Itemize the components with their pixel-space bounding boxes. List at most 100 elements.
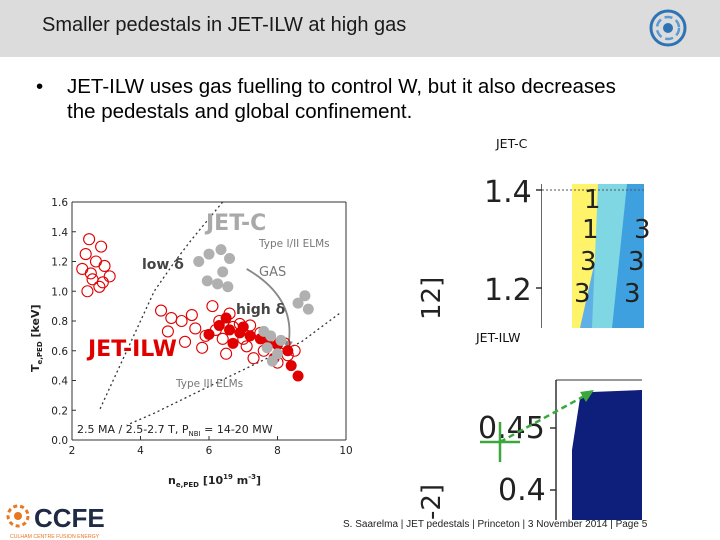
annotation-type12: Type I/II ELMs: [258, 238, 330, 250]
jet-ilw-open-point: [89, 255, 103, 268]
top-contour-3d: 3: [628, 247, 645, 277]
jet-ilw-open-point: [175, 314, 188, 328]
conditions-main: 2.5 MA / 2.5-2.7 T, P: [77, 423, 189, 436]
jet-ilw-open-point: [95, 240, 108, 253]
x-tick-label: 4: [137, 445, 144, 457]
top-tick-1-2: 1.2: [484, 273, 532, 308]
jet-c-point: [292, 297, 304, 309]
ylabel-sub: e,PED: [36, 341, 44, 364]
jet-ilw-filled-point: [282, 345, 294, 357]
bottom-axis-label: -2]: [417, 484, 447, 520]
jet-ilw-filled-point: [285, 360, 297, 372]
jet-ilw-open-point: [165, 311, 178, 325]
jet-ilw-open-point: [83, 233, 96, 246]
xlabel-exp1: 19: [223, 473, 233, 481]
jet-ilw-stability-panel: 0.45 0.4 -2]: [417, 379, 642, 520]
jet-ilw-open-point: [155, 304, 168, 317]
jet-ilw-filled-point: [237, 321, 249, 333]
annotation-low-delta: low δ: [142, 257, 184, 273]
jet-ilw-filled-point: [203, 328, 215, 340]
slide-header: Smaller pedestals in JET-ILW at high gas: [0, 0, 720, 57]
top-contour-1a: 1: [584, 185, 601, 215]
y-axis-label: Te,PED [keV]: [29, 304, 44, 372]
jet-c-panel-label: JET-C: [496, 136, 528, 151]
jet-ilw-open-point: [185, 309, 198, 322]
jet-ilw-open-point: [86, 273, 99, 286]
y-tick-label: 0.8: [51, 316, 68, 328]
jet-ilw-open-point: [93, 280, 106, 293]
xlabel-m: m: [233, 474, 248, 487]
jet-ilw-open-point: [98, 259, 111, 273]
jet-c-point: [266, 355, 278, 367]
jet-ilw-open-point: [161, 325, 174, 338]
ylabel-unit: [keV]: [29, 304, 42, 341]
jet-c-point: [261, 342, 273, 354]
jet-ilw-filled-point: [213, 319, 225, 331]
bullet-symbol: •: [36, 75, 44, 98]
threshold-curve: [98, 201, 224, 411]
jet-ilw-open-point: [81, 285, 94, 298]
top-panel-field-cyan: [592, 184, 627, 328]
bullet-point: • JET-ILW uses gas fuelling to control W…: [36, 74, 636, 124]
conditions-sub: NBI: [189, 430, 201, 438]
bottom-tick-0-4: 0.4: [498, 473, 546, 508]
jet-ilw-open-point: [220, 347, 233, 360]
jet-c-point: [275, 334, 287, 346]
jet-c-point: [265, 330, 277, 342]
jet-ilw-open-point: [178, 335, 192, 348]
x-tick-label: 2: [69, 445, 76, 457]
annotation-gas: GAS: [259, 265, 286, 280]
xlabel-close: ]: [256, 474, 261, 487]
xlabel-exp2: -3: [248, 473, 256, 481]
top-contour-1b: 1: [582, 215, 599, 245]
top-contour-3b: 3: [574, 279, 591, 309]
jet-ilw-open-point: [189, 322, 202, 335]
jet-c-point: [201, 275, 213, 287]
jet-ilw-open-point: [96, 276, 109, 289]
annotation-high-delta: high δ: [236, 302, 286, 318]
pedestal-scatter-chart: 2 4 6 8 100.00.20.40.60.81.01.21.41.6 JET-C …: [29, 197, 353, 489]
top-contour-3a: 3: [580, 247, 597, 277]
ccfe-logo: CCFE CULHAM CENTRE FUSION ENERGY: [6, 503, 105, 540]
jet-c-point: [193, 256, 205, 267]
jet-c-point: [222, 281, 234, 293]
jet-ilw-filled-point: [227, 337, 239, 349]
x-tick-label: 8: [274, 445, 281, 457]
slide-footer: S. Saarelma | JET pedestals | Princeton …: [343, 519, 648, 530]
jet-ilw-open-point: [84, 267, 97, 280]
bullet-text: JET-ILW uses gas fuelling to control W, …: [67, 75, 616, 123]
jet-c-point: [212, 278, 224, 290]
x-tick-label: 10: [339, 445, 352, 457]
y-tick-label: 0.2: [51, 405, 68, 417]
slide-title: Smaller pedestals in JET-ILW at high gas: [42, 14, 407, 36]
chart-points: [76, 233, 314, 382]
jet-ilw-open-point: [206, 300, 219, 313]
top-contour-3c: 3: [634, 215, 651, 245]
jet-ilw-filled-point: [220, 312, 232, 324]
jet-ilw-open-point: [79, 248, 92, 261]
ccfe-logo-text: CCFE: [34, 503, 105, 533]
ylabel-t: T: [29, 364, 42, 372]
trajectory-arrow-head: [580, 390, 594, 402]
conditions-rest: = 14-20 MW: [201, 423, 273, 436]
bottom-panel-unstable-region: [572, 390, 642, 520]
xlabel-unit: [10: [199, 474, 224, 487]
jet-ilw-filled-point: [292, 370, 304, 382]
bottom-tick-0-45: 0.45: [478, 411, 545, 446]
xlabel-n: n: [168, 474, 176, 487]
jet-ilw-open-point: [76, 262, 89, 275]
top-tick-1-4: 1.4: [484, 175, 532, 210]
jet-c-point: [299, 290, 311, 302]
jet-c-point: [224, 253, 236, 265]
y-tick-label: 0.6: [51, 346, 68, 358]
gas-arrow-line: [246, 268, 291, 348]
jet-ilw-open-point: [247, 352, 260, 365]
y-tick-label: 1.4: [51, 227, 68, 239]
y-tick-label: 0.4: [51, 376, 68, 388]
x-tick-label: 6: [206, 445, 213, 457]
annotation-conditions: 2.5 MA / 2.5-2.7 T, PNBI = 14-20 MW: [77, 423, 273, 438]
threshold-curve: [126, 313, 340, 426]
x-axis-label: ne,PED [1019 m-3]: [168, 473, 261, 489]
top-contour-3e: 3: [624, 279, 641, 309]
jet-ilw-filled-point: [244, 330, 256, 342]
